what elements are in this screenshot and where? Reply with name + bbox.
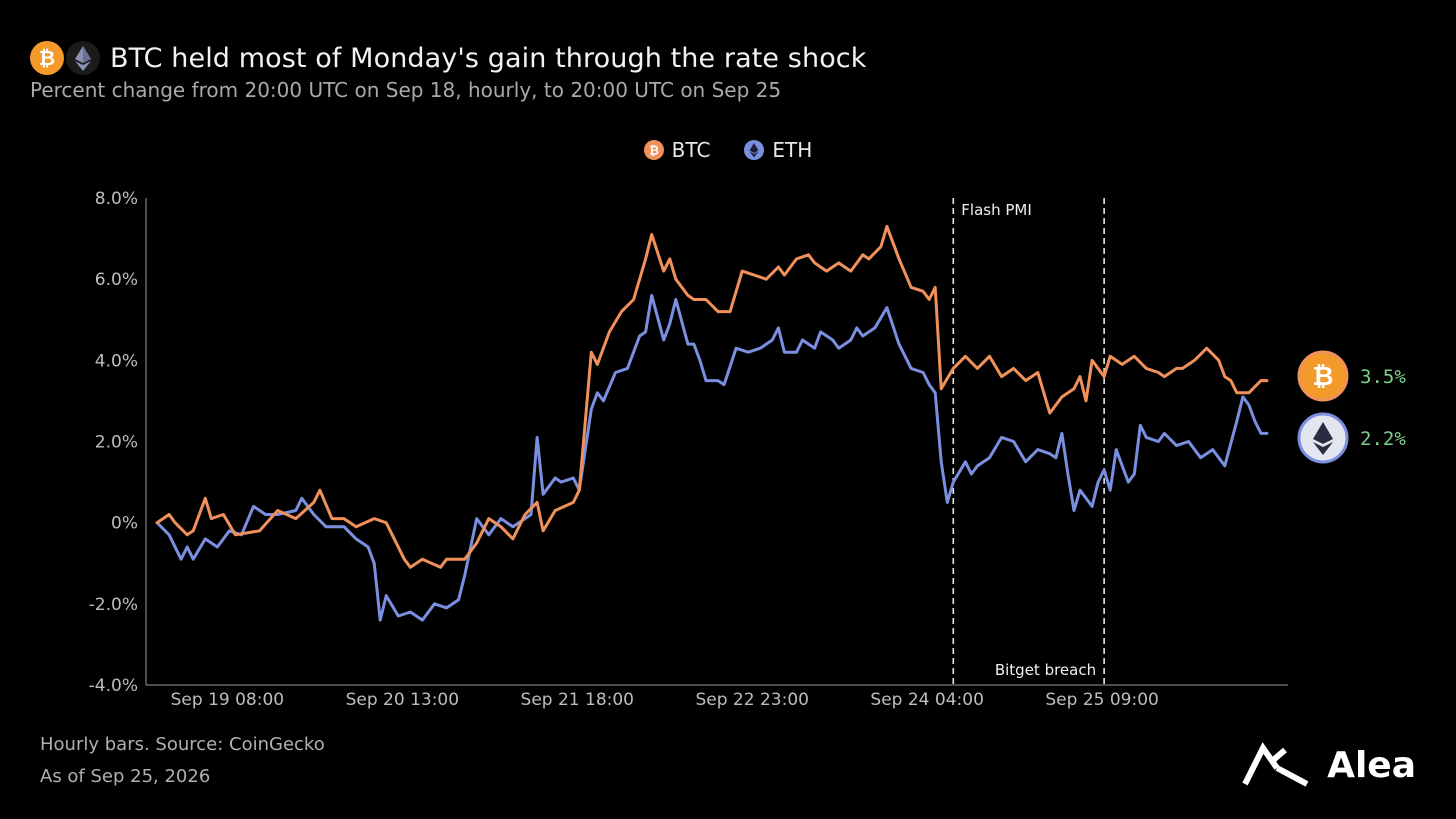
x-tick-label: Sep 21 18:00 xyxy=(521,690,634,710)
svg-text:₿: ₿ xyxy=(39,46,55,70)
end-marker-btc-icon: ₿ xyxy=(1312,362,1333,392)
event-label: Flash PMI xyxy=(961,201,1032,219)
legend: ₿ BTC ETH xyxy=(0,138,1456,162)
alea-logo-icon xyxy=(1242,742,1309,787)
end-marker-eth-icon xyxy=(1313,422,1333,444)
y-tick-label: 0% xyxy=(111,514,138,534)
event-label: Bitget breach xyxy=(995,661,1096,679)
title-row: ₿ BTC held most of Monday's gain through… xyxy=(30,38,867,78)
as-of-note: As of Sep 25, 2026 xyxy=(40,766,211,787)
y-tick-label: 4.0% xyxy=(95,351,138,371)
end-marker-btc xyxy=(1297,350,1349,402)
x-tick-label: Sep 20 13:00 xyxy=(346,690,459,710)
brand-name: Alea xyxy=(1327,744,1416,786)
brand-logo: Alea xyxy=(1241,742,1416,788)
legend-label-btc: BTC xyxy=(671,138,711,162)
legend-btc-icon: ₿ xyxy=(643,140,664,160)
series-line-btc xyxy=(155,224,1269,569)
legend-eth-icon xyxy=(744,140,765,160)
y-tick-label: 8.0% xyxy=(95,189,138,209)
legend-item-btc[interactable]: ₿ BTC xyxy=(643,138,711,162)
end-marker-eth-icon-lower xyxy=(1313,442,1333,455)
chart-subtitle: Percent change from 20:00 UTC on Sep 18,… xyxy=(30,78,782,102)
y-tick-label: 2.0% xyxy=(95,433,138,453)
end-value-label: 3.5% xyxy=(1360,366,1406,388)
y-tick-label: -4.0% xyxy=(89,676,138,696)
y-tick-label: 6.0% xyxy=(95,270,138,290)
chart-title: BTC held most of Monday's gain through t… xyxy=(110,42,867,74)
x-tick-label: Sep 22 23:00 xyxy=(695,690,808,710)
x-tick-label: Sep 24 04:00 xyxy=(870,690,983,710)
end-value-label: 2.2% xyxy=(1360,428,1406,450)
legend-label-eth: ETH xyxy=(772,138,813,162)
legend-item-eth[interactable]: ETH xyxy=(744,138,812,162)
x-tick-label: Sep 25 09:00 xyxy=(1045,690,1158,710)
bitcoin-icon: ₿ xyxy=(30,41,64,75)
y-tick-label: -2.0% xyxy=(89,595,138,615)
series-line-eth xyxy=(155,293,1269,622)
source-note: Hourly bars. Source: CoinGecko xyxy=(40,734,325,755)
ethereum-icon xyxy=(66,41,100,75)
x-tick-label: Sep 19 08:00 xyxy=(171,690,284,710)
svg-text:₿: ₿ xyxy=(649,144,659,158)
